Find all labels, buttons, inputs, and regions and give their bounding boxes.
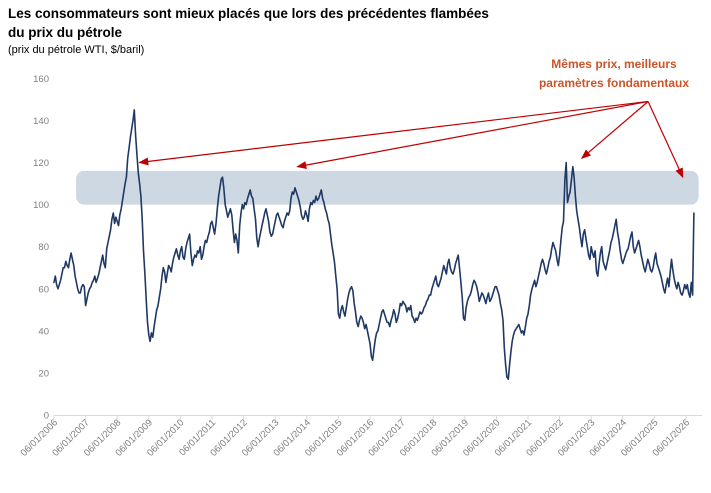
price-line-series	[53, 109, 695, 381]
svg-text:40: 40	[38, 326, 49, 337]
annotation-line1: Mêmes prix, meilleurs	[551, 57, 677, 71]
svg-text:80: 80	[38, 242, 49, 253]
page-title: Les consommateurs sont mieux placés que …	[8, 4, 489, 42]
svg-text:20: 20	[38, 368, 49, 379]
page-title-line2: du prix du pétrole	[8, 25, 123, 40]
svg-text:0: 0	[44, 411, 49, 422]
svg-text:120: 120	[33, 158, 49, 169]
svg-text:60: 60	[38, 284, 49, 295]
svg-text:160: 160	[33, 74, 49, 85]
annotation-label: Mêmes prix, meilleurs paramètres fondame…	[520, 55, 708, 92]
page-subtitle: (prix du pétrole WTI, $/baril)	[8, 44, 145, 56]
highlight-band	[76, 170, 699, 205]
y-axis: 0 20 40 60 80 100 120 140 160	[33, 74, 49, 422]
svg-text:100: 100	[33, 200, 49, 211]
svg-text:140: 140	[33, 116, 49, 127]
page-title-line1: Les consommateurs sont mieux placés que …	[8, 6, 489, 21]
annotation-arrows	[138, 100, 684, 179]
annotation-line2: paramètres fondamentaux	[538, 75, 690, 90]
x-axis: 06/01/200606/01/200706/01/200806/01/2009…	[19, 415, 702, 459]
